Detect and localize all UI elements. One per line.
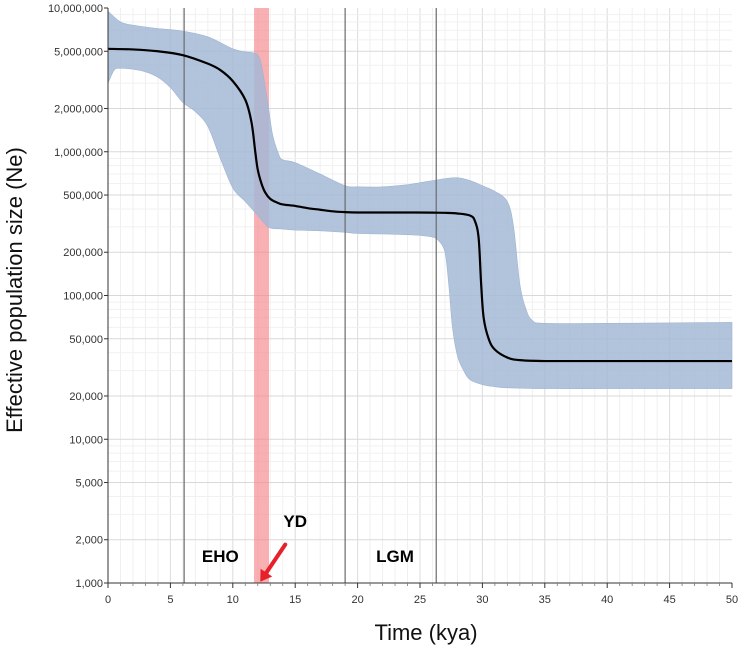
x-axis-title: Time (kya) [374,620,477,645]
y-tick-label: 1,000,000 [54,147,103,159]
y-tick-label: 1,000 [75,578,103,590]
y-tick-label: 20,000 [69,391,103,403]
axes [104,7,733,588]
annotation-eho: EHO [202,547,239,566]
x-tick-label: 5 [167,594,173,606]
annotation-lgm: LGM [376,547,414,566]
median-line-layer [107,47,732,363]
yd-arrow-shaft [264,542,288,575]
x-tick-label: 30 [476,594,488,606]
x-tick-label: 0 [105,594,111,606]
y-tick-label: 100,000 [63,291,103,303]
x-tick-label: 10 [227,594,239,606]
y-tick-label: 200,000 [63,247,103,259]
y-tick-label: 50,000 [69,334,103,346]
x-tick-label: 25 [414,594,426,606]
annotation-yd: YD [283,512,307,531]
arrow-layer [260,542,288,582]
confidence-band [107,10,733,389]
y-tick-label: 5,000,000 [54,46,103,58]
vertical-lines-layer [183,8,437,583]
x-tick-label: 50 [726,594,738,606]
confidence-band-layer [107,10,733,389]
y-axis-title: Effective population size (Ne) [2,147,27,433]
x-tick-label: 40 [601,594,613,606]
x-tick-label: 45 [663,594,675,606]
y-tick-label: 500,000 [63,190,103,202]
yd-arrow-head [260,568,273,582]
y-tick-label: 2,000 [75,535,103,547]
x-tick-labels: 0 5 10 15 20 25 30 35 40 45 50 [105,594,738,606]
annotations: EHO YD LGM [202,512,414,566]
x-tick-label: 15 [289,594,301,606]
y-tick-labels: 1,000 2,000 5,000 10,000 20,000 50,000 100,000… [48,3,103,590]
y-tick-label: 5,000 [75,478,103,490]
y-tick-label: 2,000,000 [54,103,103,115]
y-tick-label: 10,000,000 [48,3,103,15]
x-tick-label: 35 [539,594,551,606]
x-tick-label: 20 [351,594,363,606]
median-line [107,47,732,363]
y-tick-label: 10,000 [69,434,103,446]
